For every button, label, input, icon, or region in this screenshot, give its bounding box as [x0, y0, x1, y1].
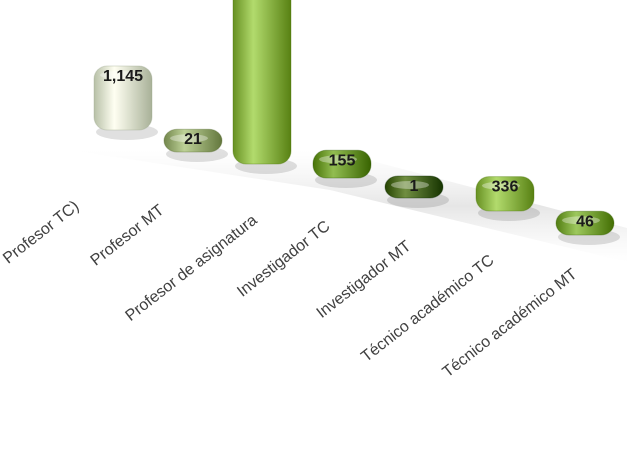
- value-label: 336: [492, 179, 519, 196]
- bar-3: [232, 0, 292, 165]
- bar-4: [312, 149, 372, 179]
- bar-7: [555, 210, 615, 236]
- category-label: Profesor MT: [88, 202, 168, 270]
- value-label: 1,145: [103, 68, 143, 85]
- bar-highlight: [562, 216, 600, 225]
- value-label: 46: [576, 213, 594, 230]
- bar-1: [93, 65, 153, 131]
- category-label: Profesor TC): [0, 198, 82, 268]
- bar-2: [163, 128, 223, 153]
- bar-5: [384, 175, 444, 199]
- bar-highlight: [482, 181, 520, 190]
- bar-6: [475, 176, 535, 212]
- value-label: 21: [184, 131, 202, 148]
- value-label: 155: [329, 152, 356, 169]
- bar-highlight: [170, 134, 208, 143]
- bar-highlight: [391, 180, 429, 189]
- value-label: 1: [410, 178, 419, 195]
- bar-highlight: [319, 155, 357, 164]
- bar-highlight: [100, 70, 138, 79]
- category-label: Investigador MT: [314, 238, 415, 322]
